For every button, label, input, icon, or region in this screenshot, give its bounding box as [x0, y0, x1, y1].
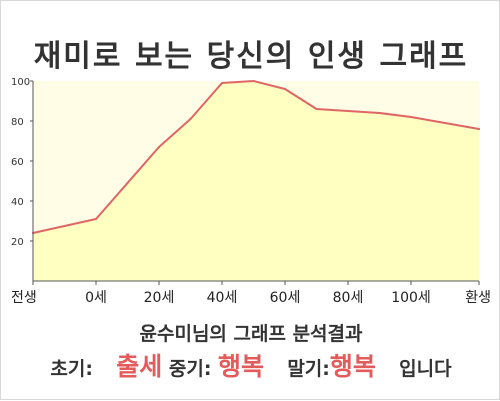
- data-point: [315, 108, 318, 110]
- data-point: [347, 110, 349, 112]
- data-point: [410, 116, 412, 118]
- y-tick-label: 20: [11, 237, 24, 248]
- x-tick-label: 60세: [270, 290, 301, 306]
- x-tick-label: 환생: [465, 290, 491, 306]
- data-point: [478, 128, 480, 130]
- series-line-segment: [126, 146, 160, 184]
- data-point: [252, 80, 255, 82]
- area-fill: [33, 81, 479, 281]
- result-suffix: 입니다: [399, 358, 452, 380]
- mid-value: 행복: [218, 352, 265, 381]
- data-point: [126, 182, 129, 184]
- series-line-segment: [410, 116, 480, 130]
- x-tick-label: 100세: [391, 290, 431, 306]
- x-tick-label: 40세: [207, 290, 238, 306]
- data-point: [95, 218, 97, 220]
- y-tick-label: 60: [11, 157, 24, 168]
- x-tick-label: 20세: [144, 290, 175, 306]
- mid-label: 중기:: [168, 358, 212, 380]
- series-line-segment: [284, 88, 318, 110]
- series-line-segment: [378, 112, 412, 118]
- late-value: 행복: [329, 352, 376, 381]
- data-point: [284, 88, 286, 90]
- series-line-segment: [95, 182, 129, 220]
- result-summary: 초기: 출세 중기: 행복 말기:행복 입니다: [1, 347, 500, 383]
- series-line-segment: [347, 110, 381, 114]
- series-line-segment: [158, 118, 192, 148]
- x-tick-label: 0세: [85, 290, 107, 306]
- result-heading: 윤수미님의 그래프 분석결과: [139, 323, 363, 345]
- data-point: [378, 112, 381, 114]
- y-tick-label: 80: [11, 117, 24, 128]
- series-line-segment: [315, 108, 349, 112]
- chart-title: 재미로 보는 당신의 인생 그래프: [33, 39, 469, 74]
- early-label: 초기:: [50, 358, 93, 380]
- x-tick-label: 80세: [333, 290, 364, 306]
- early-value: 출세: [116, 352, 163, 381]
- x-tick-label: 전생: [11, 290, 37, 306]
- series-line-segment: [221, 80, 255, 84]
- data-point: [221, 82, 223, 84]
- data-point: [189, 118, 192, 120]
- series-line-segment: [32, 218, 97, 234]
- data-point: [158, 146, 160, 148]
- y-tick-label: 100: [11, 77, 30, 88]
- y-tick-label: 40: [11, 197, 24, 208]
- late-label: 말기:: [287, 358, 330, 380]
- series-line-segment: [252, 80, 286, 90]
- series-line-segment: [189, 82, 223, 120]
